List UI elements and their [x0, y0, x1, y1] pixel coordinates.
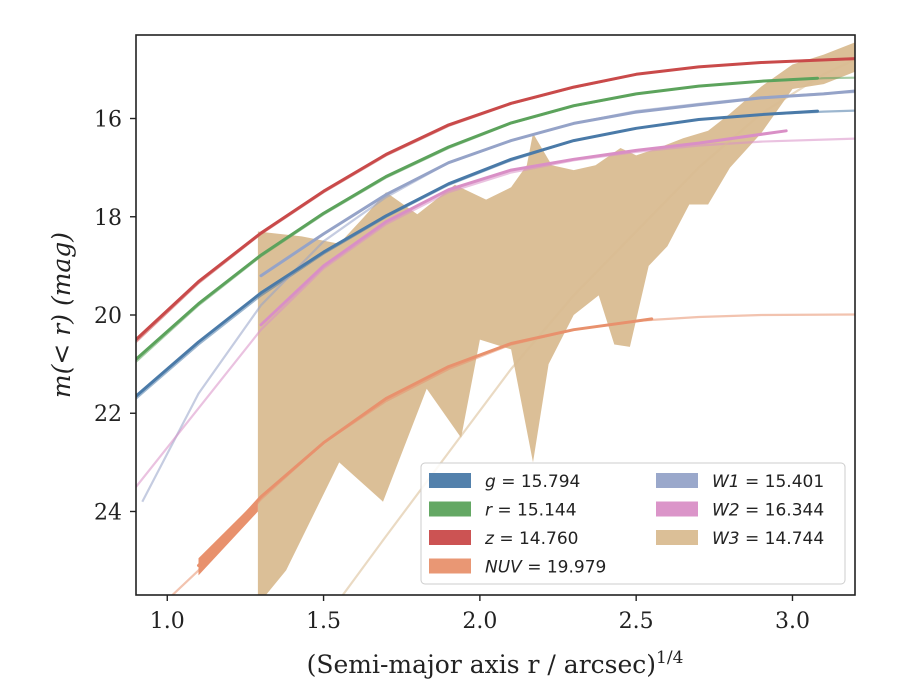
legend-label-nuv: NUV = 19.979 [485, 558, 606, 578]
legend-swatch-w1 [656, 473, 698, 488]
x-axis: 1.0 1.5 2.0 2.5 3.0 [150, 595, 810, 634]
legend-label-w2: W2 = 16.344 [712, 501, 824, 521]
y-tick-label: 24 [94, 500, 122, 525]
data-layer [136, 57, 855, 567]
y-tick-label: 16 [94, 108, 122, 133]
legend-label-r: r = 15.144 [485, 501, 577, 521]
legend-label-w3: W3 = 14.744 [712, 529, 824, 549]
legend: g = 15.794 r = 15.144 z = 14.760 NUV = 19.9… [420, 462, 846, 585]
series-model-w3 [341, 58, 855, 595]
x-axis-label-text: (Semi-major axis r / arcsec) [307, 650, 656, 679]
series-line-w2 [259, 129, 788, 327]
legend-swatch-w2 [656, 501, 698, 517]
legend-label-g: g = 15.794 [485, 472, 580, 492]
series-model-nuv [170, 313, 855, 595]
x-tick-label: 3.0 [775, 609, 810, 634]
x-tick-label: 2.5 [619, 609, 654, 634]
y-tick-label: 20 [94, 304, 122, 329]
x-axis-label-superscript: 1/4 [656, 648, 683, 668]
legend-swatch-w3 [656, 530, 698, 545]
series-band-w3 [257, 42, 855, 595]
x-tick-label: 2.0 [462, 609, 497, 634]
series-line-z [136, 57, 855, 342]
legend-box [420, 462, 846, 585]
series-model-w2 [136, 137, 855, 488]
legend-swatch-nuv [429, 558, 471, 574]
y-tick-label: 18 [94, 206, 122, 231]
series-line-g [136, 109, 819, 398]
legend-label-z: z = 14.760 [484, 529, 578, 549]
x-tick-label: 1.5 [306, 609, 341, 634]
series-line-r [136, 76, 819, 361]
series-line-w1 [259, 89, 855, 278]
y-axis: 16 18 20 22 24 [94, 108, 136, 525]
legend-label-w1: W1 = 15.401 [712, 472, 824, 492]
y-tick-label: 22 [94, 402, 122, 427]
legend-swatch-z [429, 530, 471, 545]
y-axis-label: m(< r) (mag) [47, 232, 76, 398]
series-line-nuv [197, 317, 654, 567]
legend-swatch-g [429, 473, 471, 488]
legend-swatch-r [429, 501, 471, 517]
x-axis-label: (Semi-major axis r / arcsec)1/4 [307, 648, 684, 679]
x-tick-label: 1.0 [150, 609, 185, 634]
